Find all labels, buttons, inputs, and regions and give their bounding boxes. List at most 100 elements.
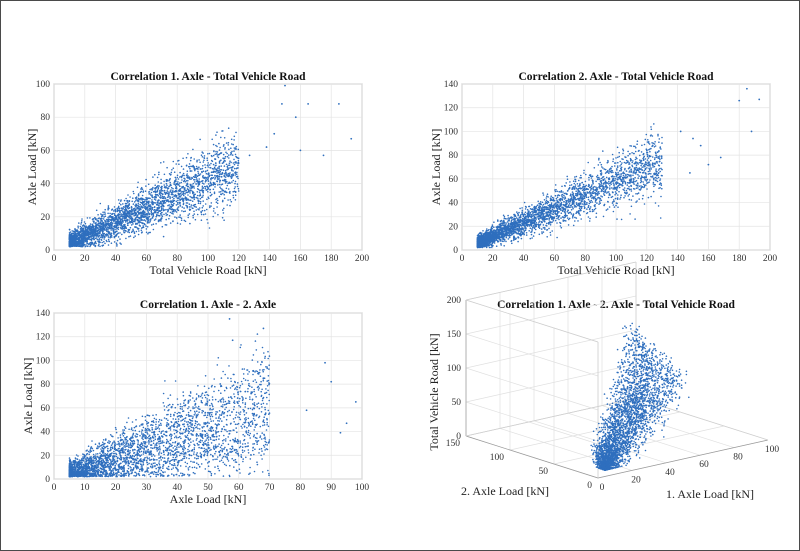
data-point bbox=[224, 147, 226, 149]
data-point bbox=[131, 221, 134, 224]
data-point bbox=[149, 204, 152, 206]
data-point bbox=[86, 217, 89, 219]
data-point bbox=[513, 235, 515, 237]
data-point bbox=[159, 189, 161, 192]
data-point bbox=[123, 228, 125, 230]
data-point bbox=[177, 206, 180, 208]
data-point bbox=[107, 228, 109, 231]
data-point bbox=[213, 192, 216, 195]
data-point bbox=[224, 169, 227, 172]
data-point bbox=[202, 192, 204, 194]
chart-2: Correlation 2. Axle - Total Vehicle Road… bbox=[429, 71, 777, 277]
data-point bbox=[154, 218, 157, 220]
data-point bbox=[221, 173, 223, 176]
data-point bbox=[608, 206, 611, 208]
data-point bbox=[623, 161, 626, 164]
y-tick-label: 100 bbox=[36, 80, 51, 90]
data-point bbox=[168, 185, 171, 187]
data-point bbox=[158, 204, 160, 206]
data-point bbox=[216, 131, 218, 133]
data-point bbox=[226, 204, 228, 206]
data-point bbox=[89, 217, 91, 219]
data-point bbox=[654, 141, 656, 143]
data-point bbox=[127, 194, 129, 196]
outlier-point bbox=[299, 149, 302, 152]
data-point bbox=[106, 226, 109, 228]
outlier-point bbox=[294, 116, 297, 119]
data-point bbox=[206, 169, 209, 172]
data-point bbox=[596, 174, 599, 177]
data-point bbox=[132, 203, 135, 205]
data-point bbox=[116, 223, 119, 225]
data-point bbox=[176, 222, 179, 224]
data-point bbox=[132, 228, 134, 231]
data-point bbox=[143, 203, 146, 206]
data-point bbox=[657, 133, 659, 136]
data-point bbox=[109, 212, 111, 215]
data-point bbox=[173, 197, 175, 200]
data-point bbox=[226, 184, 229, 187]
data-point bbox=[649, 159, 652, 162]
data-point bbox=[142, 204, 145, 207]
data-point bbox=[658, 172, 660, 174]
data-point bbox=[118, 207, 121, 210]
data-point bbox=[184, 190, 186, 192]
data-point bbox=[99, 229, 102, 231]
data-point bbox=[216, 176, 219, 179]
data-point bbox=[194, 169, 196, 172]
data-point bbox=[215, 168, 217, 170]
data-point bbox=[154, 187, 157, 189]
data-point bbox=[195, 176, 197, 179]
data-point bbox=[188, 213, 191, 215]
data-point bbox=[146, 206, 149, 208]
data-point bbox=[214, 186, 216, 188]
data-point bbox=[178, 216, 180, 218]
data-point bbox=[614, 191, 617, 193]
data-point bbox=[149, 218, 151, 221]
data-point bbox=[85, 228, 87, 231]
data-point bbox=[659, 178, 662, 180]
y-tick-label: 80 bbox=[41, 113, 51, 123]
data-point bbox=[598, 157, 600, 160]
data-point bbox=[144, 216, 146, 218]
data-point bbox=[587, 204, 590, 207]
data-point bbox=[142, 190, 145, 192]
data-point bbox=[184, 187, 186, 189]
data-point bbox=[609, 185, 611, 187]
data-point bbox=[145, 178, 147, 181]
data-point bbox=[92, 234, 94, 237]
data-point bbox=[594, 201, 597, 203]
data-point bbox=[140, 188, 143, 190]
data-point bbox=[630, 176, 632, 178]
data-point bbox=[189, 195, 191, 198]
data-point bbox=[179, 185, 181, 187]
data-point bbox=[629, 153, 631, 155]
data-point bbox=[98, 240, 101, 242]
data-point bbox=[124, 202, 127, 205]
data-point bbox=[187, 179, 189, 182]
data-point bbox=[188, 206, 191, 208]
data-point bbox=[227, 168, 229, 171]
data-point bbox=[637, 187, 639, 189]
data-point bbox=[69, 240, 71, 242]
data-point bbox=[216, 172, 218, 174]
data-point bbox=[547, 204, 550, 207]
data-point bbox=[131, 207, 133, 209]
data-point bbox=[208, 175, 210, 178]
data-point bbox=[202, 161, 205, 163]
data-point bbox=[137, 233, 140, 236]
data-point bbox=[151, 203, 154, 205]
data-point bbox=[89, 223, 92, 225]
data-point bbox=[638, 185, 641, 187]
data-point bbox=[143, 211, 146, 214]
data-point bbox=[222, 161, 225, 164]
data-point bbox=[144, 190, 147, 192]
data-point bbox=[109, 214, 112, 217]
data-point bbox=[70, 237, 73, 239]
data-point bbox=[93, 243, 95, 245]
data-point bbox=[235, 131, 237, 134]
data-point bbox=[219, 186, 221, 188]
data-point bbox=[203, 183, 205, 185]
data-point bbox=[208, 152, 211, 155]
data-point bbox=[147, 233, 149, 235]
